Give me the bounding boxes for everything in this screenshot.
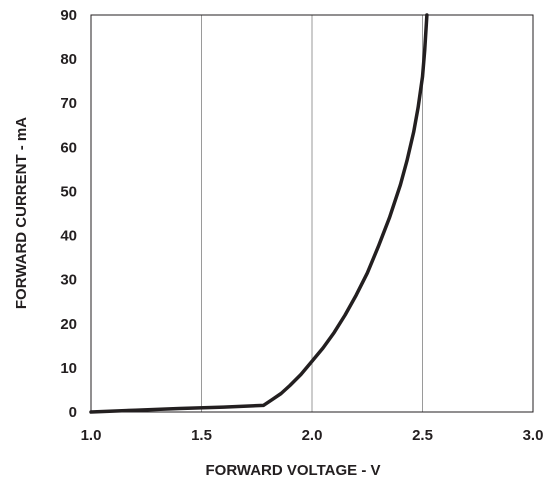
- x-tick-label: 2.5: [412, 427, 433, 444]
- y-axis-label: FORWARD CURRENT - mA: [13, 117, 30, 309]
- x-axis-label: FORWARD VOLTAGE - V: [206, 462, 381, 479]
- y-tick-label: 90: [60, 7, 77, 24]
- x-tick-label: 2.0: [302, 427, 323, 444]
- y-tick-label: 0: [69, 404, 77, 421]
- y-tick-label: 20: [60, 316, 77, 333]
- y-tick-label: 70: [60, 95, 77, 112]
- series-line: [89, 13, 429, 414]
- y-tick-label: 50: [60, 183, 77, 200]
- y-tick-label: 30: [60, 272, 77, 289]
- y-axis-ticks: 0 10 20 30 40 50 60 70 80 90: [60, 7, 77, 421]
- plot-frame: [90, 14, 534, 413]
- x-tick-label: 1.0: [81, 427, 102, 444]
- y-tick-label: 60: [60, 139, 77, 156]
- y-tick-label: 80: [60, 51, 77, 68]
- y-tick-label: 40: [60, 228, 77, 245]
- x-tick-label: 3.0: [523, 427, 544, 444]
- y-tick-label: 10: [60, 360, 77, 377]
- x-axis-ticks: 1.0 1.5 2.0 2.5 3.0: [81, 427, 544, 444]
- x-tick-label: 1.5: [191, 427, 212, 444]
